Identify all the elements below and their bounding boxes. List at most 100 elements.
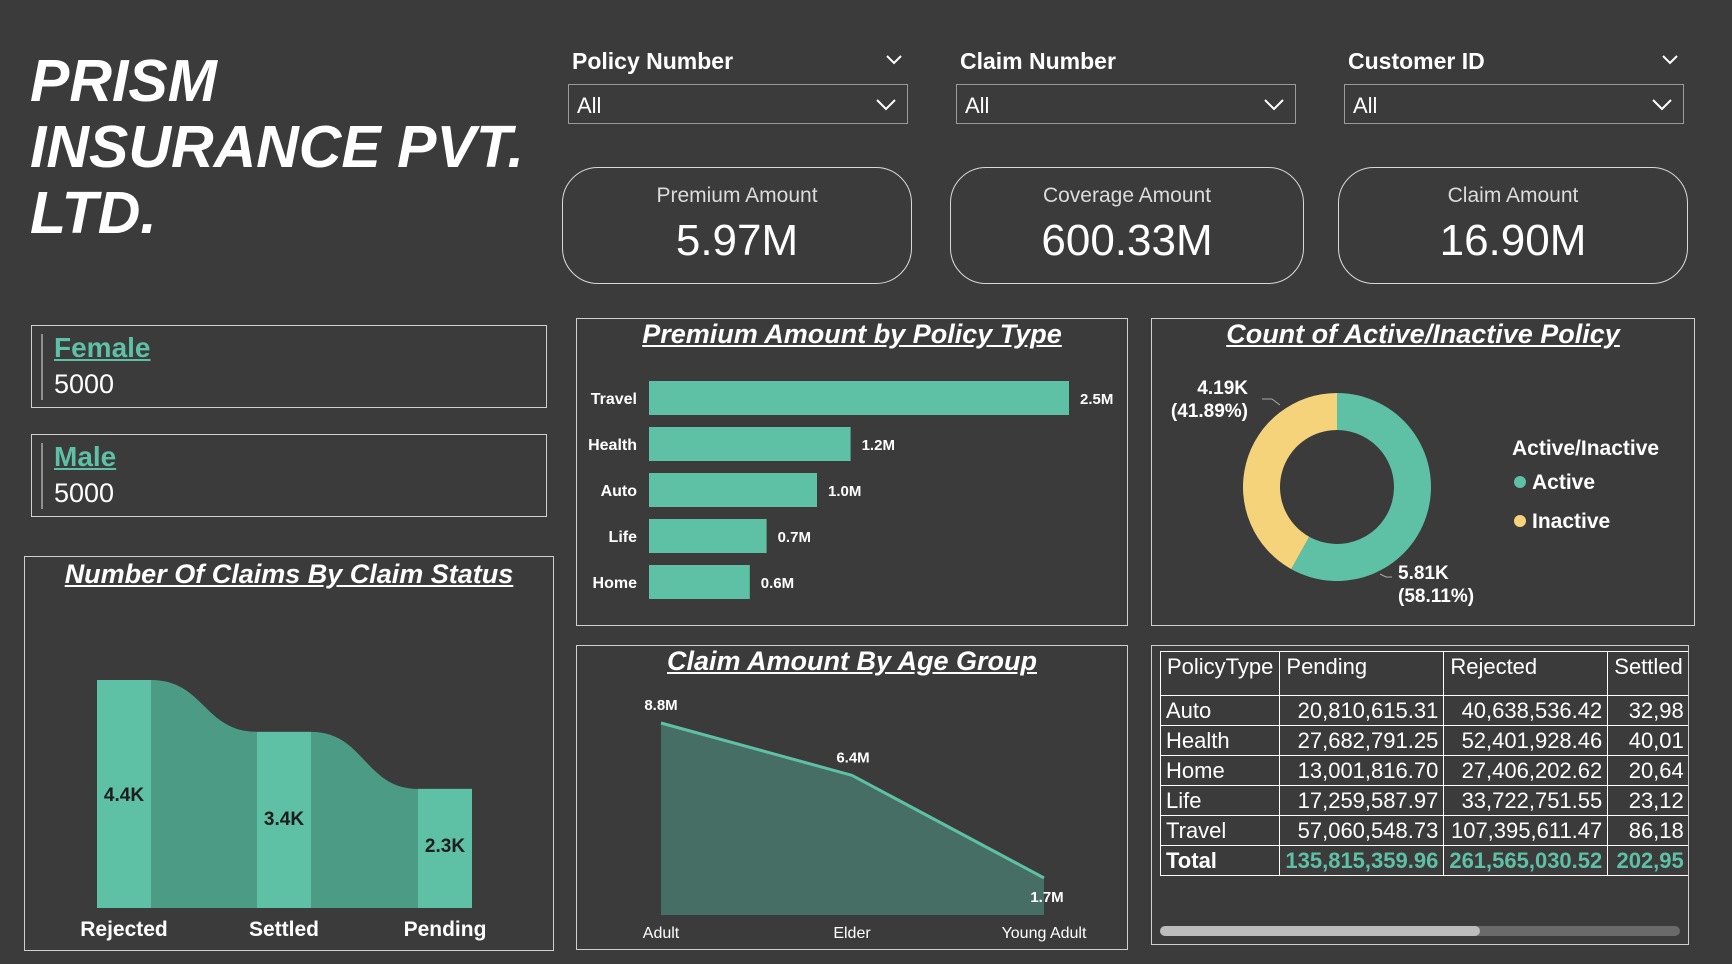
- table-cell: Life: [1159, 785, 1281, 816]
- table-cell: Health: [1159, 725, 1281, 756]
- data-label: 4.19K: [1197, 378, 1248, 399]
- data-label: 1.7M: [1030, 889, 1063, 906]
- category-label: Auto: [601, 483, 638, 500]
- category-label: Travel: [591, 391, 637, 408]
- policy-type-bar[interactable]: [649, 381, 1069, 415]
- card-value: 16.90M: [1439, 216, 1587, 265]
- table-cell: 40,01: [1607, 725, 1688, 756]
- coverage-amount-card: Coverage Amount 600.33M: [950, 167, 1304, 284]
- card-value: 600.33M: [1041, 216, 1213, 265]
- policy-type-bar[interactable]: [649, 565, 750, 599]
- table-row: Travel 57,060,548.73 107,395,611.47 86,1…: [1159, 815, 1688, 846]
- category-label: Health: [588, 437, 637, 454]
- legend-item[interactable]: Active: [1532, 471, 1595, 494]
- table-cell: 32,98: [1607, 695, 1688, 726]
- card-divider: [41, 334, 43, 400]
- ribbon-connector: [311, 731, 418, 908]
- data-label: 2.3K: [425, 836, 465, 857]
- company-title-line1: PRISM: [30, 48, 217, 114]
- horizontal-scrollbar[interactable]: [1160, 926, 1680, 936]
- series-line[interactable]: [660, 721, 1045, 880]
- claims-matrix-table: PolicyType Pending Rejected Settled Auto…: [1159, 651, 1688, 876]
- policy-number-slicer: Policy Number All: [568, 46, 908, 126]
- data-label: 6.4M: [836, 749, 869, 766]
- chevron-down-icon[interactable]: [884, 50, 904, 70]
- claim-by-age-panel: Claim Amount By Age Group 8.8M Adult 6.4M E…: [576, 645, 1128, 950]
- card-value: 5.97M: [675, 216, 799, 265]
- donut-slice[interactable]: [1243, 393, 1337, 570]
- chevron-down-icon: [1264, 99, 1284, 111]
- table-row: Health 27,682,791.25 52,401,928.46 40,01: [1159, 725, 1688, 756]
- category-label: Elder: [833, 925, 871, 942]
- legend-item[interactable]: Inactive: [1532, 510, 1610, 533]
- claim-status-bar[interactable]: [97, 680, 151, 908]
- category-label: Adult: [643, 925, 680, 942]
- column-header[interactable]: Rejected: [1443, 651, 1609, 696]
- claim-number-dropdown[interactable]: All: [956, 84, 1296, 124]
- chevron-down-icon: [876, 99, 896, 111]
- table-cell: 261,565,030.52: [1443, 845, 1609, 876]
- table-cell: Auto: [1159, 695, 1281, 726]
- claims-by-status-panel: Number Of Claims By Claim Status 4.4K Rej…: [24, 556, 554, 951]
- table-row: Life 17,259,587.97 33,722,751.55 23,12: [1159, 785, 1688, 816]
- data-label: 1.2M: [862, 437, 895, 454]
- card-label: Premium Amount: [656, 184, 818, 207]
- claim-status-bar[interactable]: [257, 731, 311, 908]
- data-label: 0.7M: [778, 529, 811, 546]
- premium-by-policy-panel: Premium Amount by Policy Type Travel 2.5M…: [576, 318, 1128, 626]
- table-cell: 202,95: [1607, 845, 1688, 876]
- table-cell: 27,406,202.62: [1443, 755, 1609, 786]
- data-label: 0.6M: [761, 575, 794, 592]
- table-cell: 57,060,548.73: [1279, 815, 1445, 846]
- donut-slice[interactable]: [1291, 393, 1431, 581]
- category-label: Young Adult: [1002, 925, 1087, 942]
- claim-by-age-chart: 8.8M Adult 6.4M Elder 1.7M Young Adult: [643, 697, 1087, 942]
- policy-number-dropdown[interactable]: All: [568, 84, 908, 124]
- female-count: 5000: [54, 369, 115, 399]
- ribbon-connector: [151, 680, 257, 908]
- table-total-row: Total 135,815,359.96 261,565,030.52 202,…: [1159, 845, 1688, 876]
- data-label: 5.81K: [1398, 563, 1449, 584]
- claim-number-slicer: Claim Number All: [956, 46, 1296, 126]
- area-fill: [661, 723, 1044, 915]
- slicer-label: Claim Number: [960, 48, 1116, 74]
- claims-matrix-panel: PolicyType Pending Rejected Settled Auto…: [1151, 645, 1689, 945]
- category-label: Pending: [404, 918, 487, 941]
- female-count-card: Female 5000: [31, 325, 547, 408]
- category-label: Home: [593, 575, 638, 592]
- premium-amount-card: Premium Amount 5.97M: [562, 167, 912, 284]
- table-cell: 52,401,928.46: [1443, 725, 1609, 756]
- claim-status-bar[interactable]: [418, 788, 472, 908]
- claims-by-status-chart: 4.4K Rejected 3.4K Settled 2.3K Pending: [80, 680, 487, 941]
- male-link[interactable]: Male: [54, 441, 117, 472]
- column-header[interactable]: PolicyType: [1159, 651, 1281, 696]
- policy-type-bar[interactable]: [649, 519, 767, 553]
- data-label: 8.8M: [644, 697, 677, 714]
- leader-line: [1262, 398, 1281, 406]
- table-cell: 13,001,816.70: [1279, 755, 1445, 786]
- column-header[interactable]: Pending: [1279, 651, 1445, 696]
- policy-type-bar[interactable]: [649, 427, 851, 461]
- policy-type-bar[interactable]: [649, 473, 817, 507]
- slicer-label: Customer ID: [1348, 48, 1485, 74]
- column-header[interactable]: Settled: [1607, 651, 1688, 696]
- data-label: 3.4K: [264, 809, 304, 830]
- active-inactive-panel: Count of Active/Inactive Policy 5.81K (58…: [1151, 318, 1695, 626]
- customer-id-dropdown[interactable]: All: [1344, 84, 1684, 124]
- male-count-card: Male 5000: [31, 434, 547, 517]
- card-label: Claim Amount: [1447, 184, 1579, 207]
- company-title-line2: INSURANCE PVT.: [30, 114, 524, 180]
- table-cell: 107,395,611.47: [1443, 815, 1609, 846]
- table-row: Auto 20,810,615.31 40,638,536.42 32,98: [1159, 695, 1688, 726]
- data-label: (58.11%): [1398, 586, 1474, 607]
- active-inactive-chart: 5.81K(58.11%) 4.19K(41.89%) Active/Inactiv…: [1171, 378, 1659, 607]
- dropdown-value: All: [577, 93, 602, 118]
- table-cell: 86,18: [1607, 815, 1688, 846]
- data-label: 1.0M: [828, 483, 861, 500]
- table-cell: 17,259,587.97: [1279, 785, 1445, 816]
- chevron-down-icon[interactable]: [1660, 50, 1680, 70]
- female-link[interactable]: Female: [54, 332, 151, 363]
- table-cell: 20,64: [1607, 755, 1688, 786]
- slicer-label: Policy Number: [572, 48, 734, 74]
- scrollbar-thumb[interactable]: [1160, 926, 1480, 936]
